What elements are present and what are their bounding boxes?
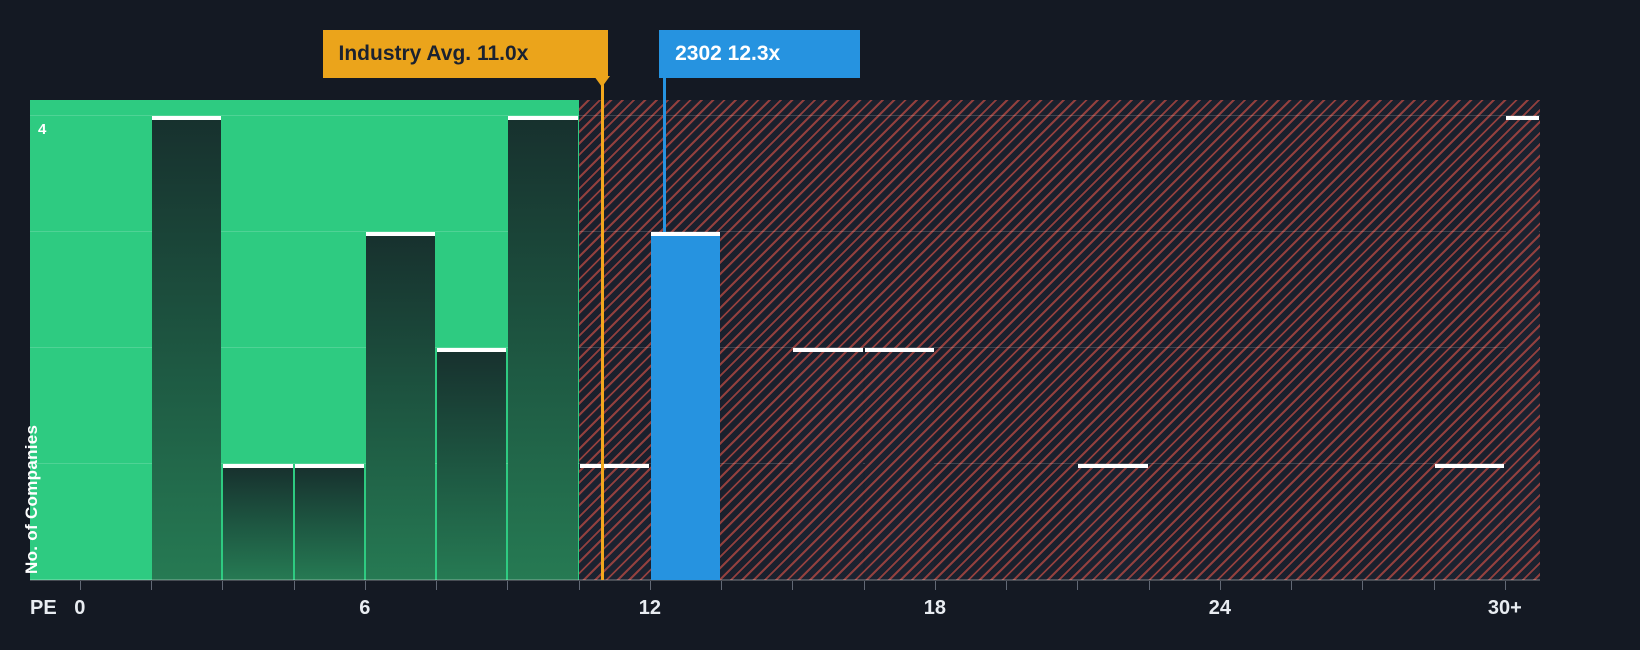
x-tick-label: 12 (638, 597, 661, 619)
x-axis-tick (364, 581, 366, 590)
x-axis-tick (1504, 581, 1506, 590)
x-axis-tick (1362, 581, 1364, 590)
histogram-bar[interactable] (437, 348, 507, 580)
y-gridline (30, 347, 1540, 349)
x-axis-tick (436, 581, 438, 590)
x-axis-tick (1077, 581, 1079, 590)
x-axis-title: PE (30, 597, 57, 619)
x-axis-tick (293, 581, 295, 590)
x-axis-line (30, 579, 1540, 581)
x-tick-label: 6 (359, 597, 371, 619)
x-tick-label: 24 (1208, 597, 1231, 619)
y-axis-title: No. of Companies (22, 424, 41, 574)
y-gridline (30, 463, 1540, 465)
histogram-bar[interactable] (1505, 116, 1539, 580)
histogram-bar[interactable] (152, 116, 222, 580)
x-axis-tick (934, 581, 936, 590)
plot-area: 4 No. of Companies PE 0 6 12 18 24 30+ Industr… (22, 30, 1540, 619)
histogram-bar[interactable] (793, 348, 863, 580)
x-axis-tick (863, 581, 865, 590)
y-gridline (30, 231, 1540, 233)
callout-pointer-industry-avg (594, 76, 611, 87)
histogram-bar-highlight[interactable] (650, 232, 721, 580)
histogram-bar[interactable] (223, 464, 293, 580)
callout-line-company (662, 78, 666, 233)
x-tick-label: 18 (923, 597, 946, 619)
x-axis-tick (1291, 581, 1293, 590)
x-axis-tick (578, 581, 580, 590)
callout-line-industry-avg (600, 78, 604, 580)
callout-company[interactable]: 2302 12.3x (659, 30, 861, 78)
histogram-bar[interactable] (365, 232, 436, 580)
x-axis-tick (1148, 581, 1150, 590)
x-axis-tick (649, 581, 651, 590)
histogram-bar[interactable] (579, 464, 649, 580)
x-axis-tick (1219, 581, 1221, 590)
x-axis-tick (79, 581, 81, 590)
x-axis-tick (507, 581, 509, 590)
y-gridline (30, 115, 1540, 117)
x-tick-label: 30+ (1487, 597, 1522, 619)
zone-above-industry-average (578, 100, 1540, 580)
x-tick-label: 0 (74, 597, 86, 619)
histogram-bar[interactable] (508, 116, 578, 580)
x-axis-tick (222, 581, 224, 590)
histogram-bar[interactable] (294, 464, 364, 580)
callout-industry-avg[interactable]: Industry Avg. 11.0x (322, 30, 609, 78)
histogram-bar[interactable] (864, 348, 934, 580)
y-gridline-label: 4 (38, 121, 47, 138)
x-axis-tick (1433, 581, 1435, 590)
x-axis-tick (1006, 581, 1008, 590)
x-axis-tick (721, 581, 723, 590)
x-axis-tick (151, 581, 153, 590)
x-axis-tick (792, 581, 794, 590)
histogram-bar[interactable] (1078, 464, 1148, 580)
histogram-bar[interactable] (1434, 464, 1504, 580)
